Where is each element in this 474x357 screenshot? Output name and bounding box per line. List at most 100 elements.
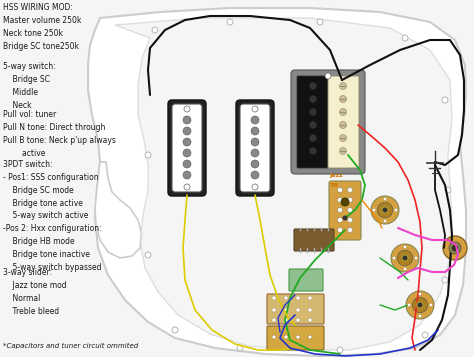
Circle shape <box>337 187 343 192</box>
Circle shape <box>347 217 353 222</box>
Circle shape <box>251 171 259 179</box>
Circle shape <box>403 246 407 248</box>
Circle shape <box>309 121 317 129</box>
Circle shape <box>183 171 191 179</box>
Circle shape <box>251 138 259 146</box>
Circle shape <box>339 109 346 116</box>
Text: 5-way switch:
    Bridge SC
    Middle
    Neck: 5-way switch: Bridge SC Middle Neck <box>3 62 55 110</box>
Circle shape <box>383 207 388 212</box>
Circle shape <box>184 106 190 112</box>
FancyBboxPatch shape <box>236 100 274 196</box>
Circle shape <box>397 250 413 266</box>
Circle shape <box>339 147 346 155</box>
Text: Pull vol: tuner
Pull N tone: Direct through
Pull B tone: Neck p'up always
      : Pull vol: tuner Pull N tone: Direct thro… <box>3 110 116 157</box>
Circle shape <box>296 318 300 322</box>
Circle shape <box>429 303 432 307</box>
Circle shape <box>392 256 395 260</box>
Circle shape <box>308 296 312 300</box>
FancyBboxPatch shape <box>267 326 324 350</box>
Circle shape <box>309 147 317 155</box>
Circle shape <box>145 252 151 258</box>
Circle shape <box>347 187 353 192</box>
Circle shape <box>412 297 428 313</box>
FancyBboxPatch shape <box>267 294 324 324</box>
Text: 3PDT switch:
- Pos1: SSS configuration
    Bridge SC mode
    Bridge tone active: 3PDT switch: - Pos1: SSS configuration B… <box>3 160 101 272</box>
Circle shape <box>184 184 190 190</box>
Circle shape <box>284 318 288 322</box>
Circle shape <box>251 149 259 157</box>
Circle shape <box>183 149 191 157</box>
Circle shape <box>452 245 458 251</box>
Circle shape <box>272 296 276 300</box>
Circle shape <box>227 19 233 25</box>
Circle shape <box>308 335 312 339</box>
Circle shape <box>371 196 399 224</box>
FancyBboxPatch shape <box>240 104 270 192</box>
Circle shape <box>252 106 258 112</box>
Circle shape <box>309 108 317 116</box>
Circle shape <box>403 267 407 271</box>
Circle shape <box>341 198 349 206</box>
Circle shape <box>445 187 451 193</box>
Circle shape <box>339 135 346 141</box>
Circle shape <box>308 318 312 322</box>
Circle shape <box>401 254 409 262</box>
Circle shape <box>272 318 276 322</box>
Circle shape <box>309 82 317 90</box>
Circle shape <box>347 197 353 202</box>
Circle shape <box>284 296 288 300</box>
Circle shape <box>251 127 259 135</box>
Circle shape <box>337 227 343 232</box>
Circle shape <box>381 206 389 214</box>
Circle shape <box>317 19 323 25</box>
Circle shape <box>383 197 386 201</box>
Circle shape <box>377 202 392 218</box>
Circle shape <box>383 220 386 222</box>
Circle shape <box>251 160 259 168</box>
Circle shape <box>272 335 276 339</box>
Circle shape <box>309 95 317 103</box>
Circle shape <box>419 315 421 317</box>
Text: TB: TB <box>329 182 338 187</box>
FancyBboxPatch shape <box>289 269 323 291</box>
Circle shape <box>183 127 191 135</box>
Text: 3-way slider:
    Jazz tone mod
    Normal
    Treble bleed: 3-way slider: Jazz tone mod Normal Trebl… <box>3 268 67 316</box>
Circle shape <box>172 327 178 333</box>
Circle shape <box>337 217 343 222</box>
Circle shape <box>237 345 243 351</box>
Polygon shape <box>88 8 466 356</box>
Circle shape <box>418 302 422 307</box>
FancyBboxPatch shape <box>294 229 334 251</box>
FancyBboxPatch shape <box>297 76 328 168</box>
Circle shape <box>272 308 276 312</box>
Circle shape <box>422 332 428 338</box>
FancyBboxPatch shape <box>172 104 202 192</box>
Circle shape <box>449 242 461 254</box>
Circle shape <box>414 256 418 260</box>
Circle shape <box>391 244 419 272</box>
Circle shape <box>442 277 448 283</box>
Circle shape <box>419 292 421 296</box>
Circle shape <box>308 308 312 312</box>
Circle shape <box>402 256 408 261</box>
Circle shape <box>284 308 288 312</box>
Circle shape <box>408 303 410 307</box>
Circle shape <box>343 216 347 221</box>
Circle shape <box>284 335 288 339</box>
Circle shape <box>183 138 191 146</box>
Circle shape <box>402 35 408 41</box>
Circle shape <box>406 291 434 319</box>
Polygon shape <box>115 18 452 350</box>
Circle shape <box>296 296 300 300</box>
Circle shape <box>347 207 353 212</box>
Circle shape <box>337 207 343 212</box>
Circle shape <box>296 308 300 312</box>
Circle shape <box>152 27 158 33</box>
Circle shape <box>296 335 300 339</box>
Circle shape <box>145 152 151 158</box>
Text: Jazz: Jazz <box>329 172 343 177</box>
Circle shape <box>309 134 317 142</box>
Circle shape <box>337 197 343 202</box>
Circle shape <box>183 160 191 168</box>
Circle shape <box>252 184 258 190</box>
